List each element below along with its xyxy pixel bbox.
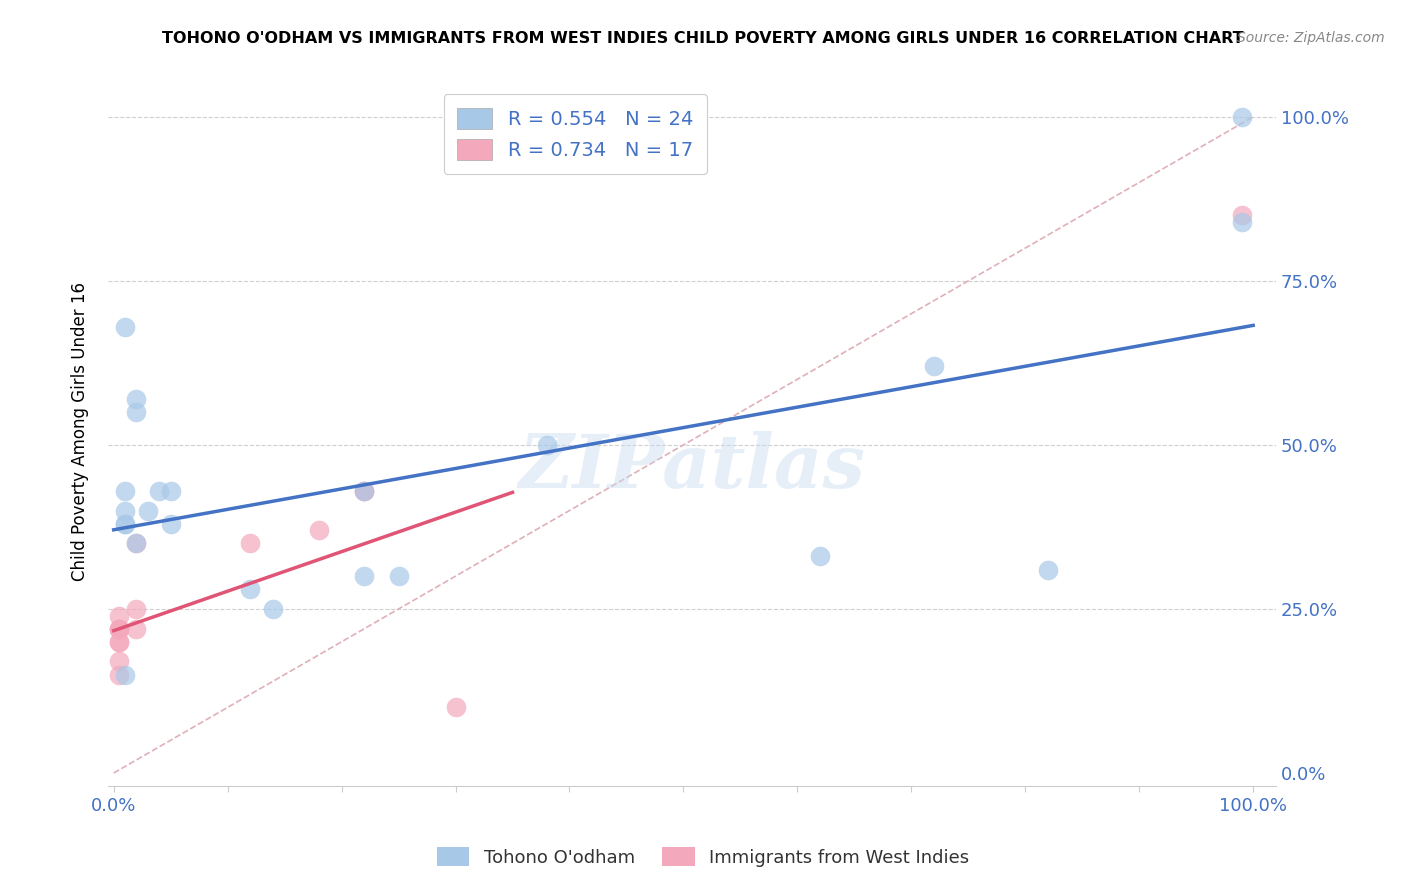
Point bbox=[125, 622, 148, 636]
Point bbox=[108, 667, 131, 681]
Legend: R = 0.554   N = 24, R = 0.734   N = 17: R = 0.554 N = 24, R = 0.734 N = 17 bbox=[444, 95, 707, 174]
Point bbox=[308, 523, 330, 537]
Legend: Tohono O'odham, Immigrants from West Indies: Tohono O'odham, Immigrants from West Ind… bbox=[430, 840, 976, 874]
Point bbox=[148, 483, 170, 498]
Point bbox=[387, 569, 409, 583]
Point bbox=[536, 438, 558, 452]
Point bbox=[353, 569, 375, 583]
Point bbox=[114, 516, 136, 531]
Point bbox=[114, 667, 136, 681]
Text: TOHONO O'ODHAM VS IMMIGRANTS FROM WEST INDIES CHILD POVERTY AMONG GIRLS UNDER 16: TOHONO O'ODHAM VS IMMIGRANTS FROM WEST I… bbox=[162, 31, 1244, 46]
Point bbox=[125, 536, 148, 550]
Point bbox=[353, 483, 375, 498]
Point bbox=[444, 700, 467, 714]
Point bbox=[125, 536, 148, 550]
Point bbox=[125, 392, 148, 406]
Point bbox=[922, 359, 945, 374]
Point bbox=[353, 483, 375, 498]
Text: ZIPatlas: ZIPatlas bbox=[519, 431, 866, 503]
Point bbox=[1230, 208, 1253, 222]
Point bbox=[1230, 215, 1253, 229]
Point bbox=[114, 319, 136, 334]
Y-axis label: Child Poverty Among Girls Under 16: Child Poverty Among Girls Under 16 bbox=[72, 282, 89, 582]
Point bbox=[808, 549, 831, 564]
Point bbox=[108, 608, 131, 623]
Point bbox=[1230, 110, 1253, 124]
Point bbox=[125, 602, 148, 616]
Point bbox=[108, 622, 131, 636]
Point bbox=[125, 405, 148, 419]
Point bbox=[1036, 563, 1059, 577]
Point bbox=[353, 483, 375, 498]
Point bbox=[239, 536, 262, 550]
Point bbox=[108, 622, 131, 636]
Point bbox=[108, 655, 131, 669]
Point bbox=[114, 503, 136, 517]
Point bbox=[159, 516, 181, 531]
Point bbox=[114, 483, 136, 498]
Point bbox=[262, 602, 284, 616]
Point bbox=[108, 622, 131, 636]
Point bbox=[108, 634, 131, 648]
Point bbox=[159, 483, 181, 498]
Point bbox=[108, 634, 131, 648]
Point bbox=[136, 503, 159, 517]
Point bbox=[239, 582, 262, 597]
Point bbox=[114, 516, 136, 531]
Text: Source: ZipAtlas.com: Source: ZipAtlas.com bbox=[1237, 31, 1385, 45]
